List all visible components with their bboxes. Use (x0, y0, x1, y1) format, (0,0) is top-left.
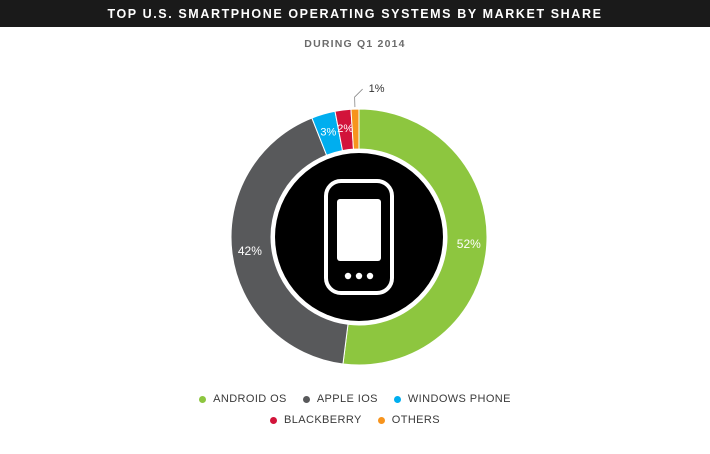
legend-dot-windows (393, 395, 401, 403)
legend-label-others: OTHERS (391, 414, 441, 426)
legend-item-android: ANDROID OS (199, 393, 287, 405)
chart-subtitle: DURING Q1 2014 (304, 38, 406, 50)
legend-item-others: OTHERS (377, 414, 441, 426)
legend-row-2: BLACKBERRY OTHERS (0, 414, 710, 426)
legend-label-ios: APPLE IOS (316, 393, 378, 405)
data-label-apple-ios: 42% (238, 244, 262, 258)
legend-dot-android (199, 395, 207, 403)
slice-others (350, 108, 360, 150)
data-label-android-os: 52% (457, 237, 481, 251)
data-label-blackberry: 2% (337, 123, 353, 135)
legend-dot-blackberry (269, 416, 277, 424)
legend-label-blackberry: BLACKBERRY (283, 414, 362, 426)
legend-item-ios: APPLE IOS (302, 393, 378, 405)
chart-title: TOP U.S. SMARTPHONE OPERATING SYSTEMS BY… (107, 6, 603, 21)
label-leader-others (354, 88, 363, 108)
legend-row-1: ANDROID OS APPLE IOS WINDOWS PHONE (0, 393, 710, 405)
title-bar: TOP U.S. SMARTPHONE OPERATING SYSTEMS BY… (0, 0, 710, 27)
legend-dot-others (377, 416, 385, 424)
slice-apple-ios (230, 117, 349, 365)
legend-label-windows: WINDOWS PHONE (407, 393, 511, 405)
legend-item-blackberry: BLACKBERRY (269, 414, 362, 426)
legend-dot-ios (302, 395, 310, 403)
data-label-others: 1% (369, 83, 385, 95)
data-label-windows-phone: 3% (320, 126, 336, 138)
legend-label-android: ANDROID OS (213, 393, 287, 405)
legend-item-windows: WINDOWS PHONE (393, 393, 511, 405)
slice-android-os (342, 108, 488, 366)
smartphone-icon (324, 179, 394, 295)
